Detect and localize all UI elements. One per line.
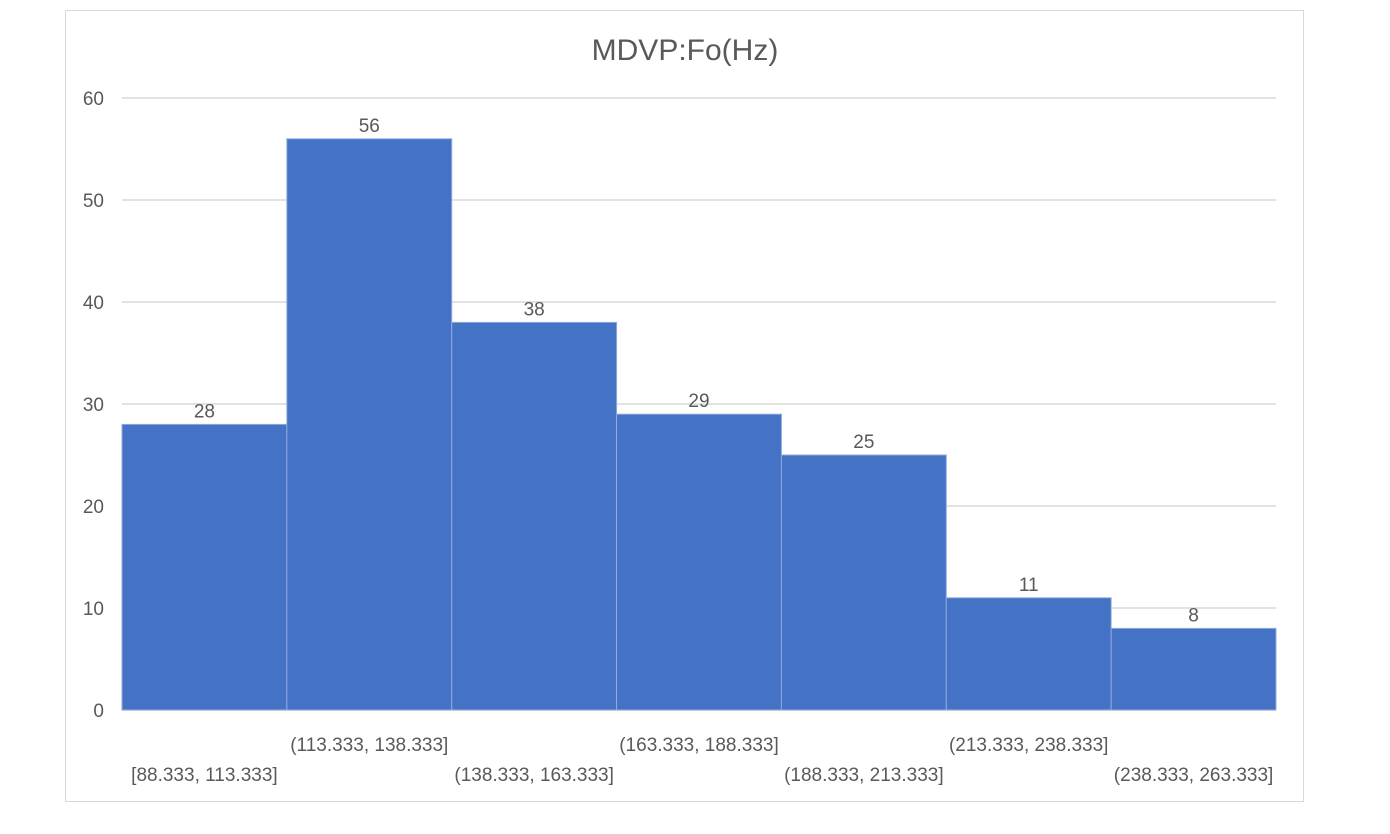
y-tick-label: 50 [83,191,104,212]
y-axis-ticks: 0 10 20 30 40 50 60 [83,89,104,722]
bar [451,321,618,711]
y-tick-label: 0 [93,701,104,722]
bar-value-label: 28 [194,401,215,422]
y-tick-label: 30 [83,395,104,416]
x-axis-ticks: [88.333, 113.333] (113.333, 138.333] (138.… [131,735,1273,786]
bar-value-label: 8 [1188,605,1199,626]
x-tick-label: [88.333, 113.333] [131,765,278,786]
bar [1110,627,1277,711]
y-tick-label: 10 [83,599,104,620]
bar-value-label: 11 [1019,575,1039,596]
data-labels: 28 56 38 29 25 11 8 [194,116,1199,627]
bar [121,423,288,711]
bar [286,138,453,711]
bar-value-label: 56 [359,116,380,137]
x-tick-label: (113.333, 138.333] [290,735,448,756]
y-tick-label: 60 [83,89,104,110]
bar [616,413,782,711]
x-tick-label: (138.333, 163.333] [454,765,614,786]
x-tick-label: (213.333, 238.333] [949,735,1109,756]
bar-value-label: 38 [524,299,545,320]
x-tick-label: (238.333, 263.333] [1114,765,1274,786]
chart-title: MDVP:Fo(Hz) [592,34,779,67]
bars [121,138,1277,711]
x-tick-label: (163.333, 188.333] [619,735,779,756]
x-tick-label: (188.333, 213.333] [784,765,944,786]
y-tick-label: 40 [83,293,104,314]
bar [780,454,947,711]
y-tick-label: 20 [83,497,104,518]
bar-value-label: 29 [688,391,709,412]
bar [945,597,1112,711]
bar-value-label: 25 [853,432,874,453]
